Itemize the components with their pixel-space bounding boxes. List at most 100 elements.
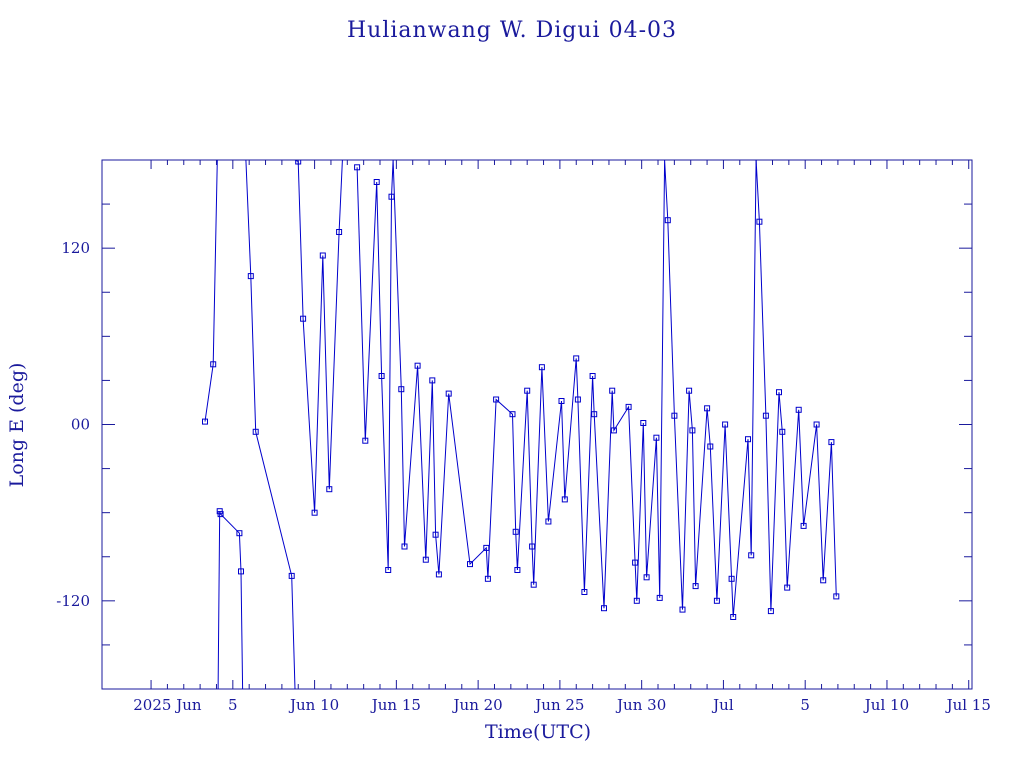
data-point	[722, 421, 729, 428]
data-point	[745, 436, 751, 443]
data-point	[236, 530, 243, 537]
plot-frame	[101, 159, 973, 690]
data-point	[591, 411, 598, 418]
data-point	[545, 518, 552, 525]
data-point	[247, 273, 254, 280]
y-tick-label: 120	[61, 239, 90, 257]
axis-tick-labels: 2025 Jun 5 Jun 10 Jun 15 Jun 20 Jun 25 Jun 30 J…	[56, 239, 991, 714]
data-point	[483, 544, 490, 551]
data-point	[300, 315, 307, 322]
data-point	[776, 389, 782, 396]
data-point	[388, 193, 395, 200]
data-point	[784, 584, 791, 591]
data-point	[767, 608, 774, 615]
data-point	[640, 420, 647, 426]
data-point	[484, 575, 491, 582]
y-tick-label: -120	[56, 592, 90, 610]
data-point	[202, 418, 208, 425]
data-point	[704, 405, 711, 412]
data-point	[610, 427, 617, 434]
data-point	[833, 593, 840, 600]
data-point	[573, 355, 580, 362]
data-point	[295, 160, 302, 165]
data-point	[689, 427, 696, 434]
data-point	[493, 396, 500, 403]
x-tick-label: Jul	[711, 696, 734, 714]
data-point	[538, 364, 545, 371]
data-point	[664, 217, 671, 224]
data-point	[828, 439, 835, 446]
data-point	[558, 398, 565, 404]
data-point	[589, 373, 596, 379]
data-point	[319, 252, 326, 259]
data-point	[336, 229, 343, 235]
data-point	[435, 571, 442, 578]
data-point	[210, 361, 217, 368]
x-axis-label: Time(UTC)	[485, 721, 591, 743]
data-point	[707, 443, 714, 450]
data-point	[432, 531, 439, 538]
x-tick-label: Jul 10	[863, 696, 909, 714]
data-point	[422, 556, 429, 563]
series-line	[204, 160, 837, 689]
data-point	[581, 589, 588, 595]
data-point	[632, 559, 639, 566]
data-point	[574, 396, 581, 403]
x-tick-label: 2025 Jun	[133, 696, 202, 714]
data-point	[373, 179, 380, 185]
data-point	[288, 572, 295, 579]
data-point	[530, 581, 537, 588]
x-tick-label: Jun 30	[615, 696, 666, 714]
data-point	[686, 387, 693, 394]
data-point	[252, 428, 259, 435]
data-point	[679, 606, 686, 613]
data-point	[748, 552, 755, 559]
chart-title: Hulianwang W. Digui 04-03	[347, 18, 677, 43]
x-tick-label: Jun 20	[452, 696, 503, 714]
x-tick-label: Jul 15	[945, 696, 991, 714]
data-point	[692, 583, 699, 590]
data-point	[429, 377, 436, 384]
data-point	[653, 434, 660, 441]
data-point	[326, 486, 333, 493]
data-point	[601, 605, 607, 612]
data-point	[713, 597, 720, 604]
x-tick-label: 5	[228, 696, 238, 714]
data-point	[445, 390, 452, 397]
data-point	[401, 543, 408, 550]
data-point	[524, 387, 531, 394]
series-layer	[202, 160, 840, 689]
data-point	[362, 437, 369, 444]
data-point	[385, 567, 392, 573]
data-point	[800, 522, 807, 529]
x-tick-label: Jun 15	[370, 696, 421, 714]
axis-ticks	[102, 160, 972, 689]
data-point	[730, 614, 737, 620]
data-point	[217, 511, 224, 518]
data-point	[813, 421, 820, 428]
data-point	[656, 594, 663, 601]
x-tick-label: Jun 10	[288, 696, 339, 714]
y-tick-label: 00	[71, 416, 90, 434]
data-point	[398, 386, 405, 393]
x-tick-label: 5	[800, 696, 810, 714]
data-point	[671, 412, 678, 419]
x-tick-label: Jun 25	[533, 696, 584, 714]
data-point	[311, 509, 318, 516]
data-point	[728, 575, 735, 582]
data-point	[467, 561, 473, 568]
data-point	[514, 567, 521, 573]
data-point	[625, 403, 632, 410]
data-point	[756, 218, 763, 225]
data-point	[795, 406, 802, 413]
data-point	[354, 164, 361, 171]
data-point	[529, 543, 536, 550]
data-point	[820, 577, 827, 584]
y-axis-label: Long E (deg)	[6, 363, 28, 488]
data-point	[762, 412, 769, 419]
data-point	[414, 362, 421, 369]
data-point	[509, 411, 516, 418]
data-point	[378, 373, 385, 379]
data-point	[512, 528, 519, 535]
data-point	[238, 568, 244, 575]
